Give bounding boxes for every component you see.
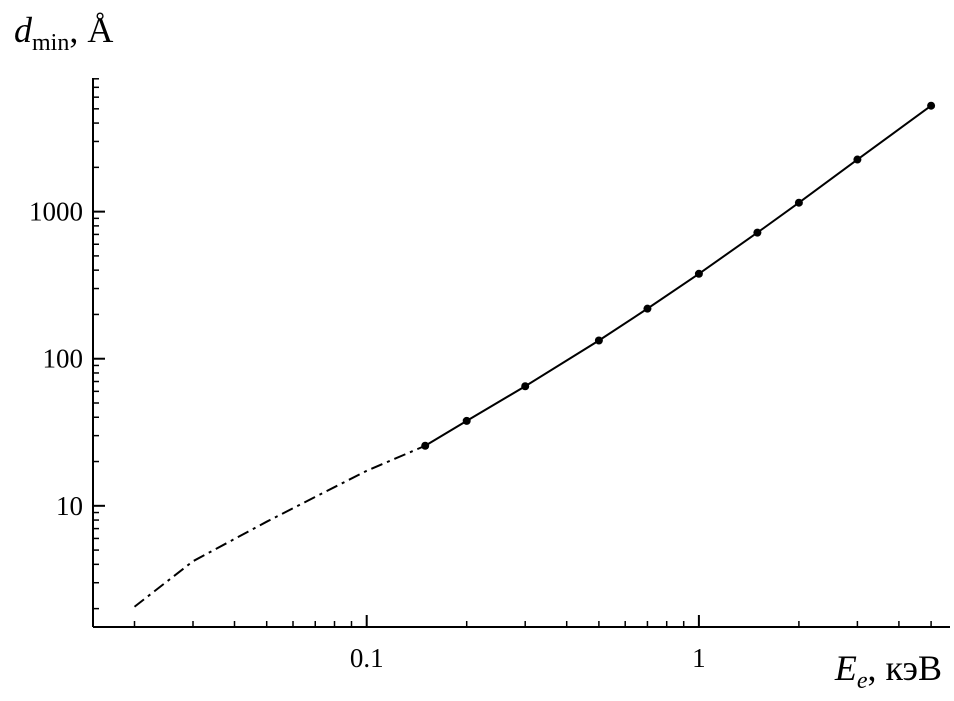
x-label-symbol: E <box>834 648 857 688</box>
y-label-symbol: d <box>14 10 33 50</box>
y-axis-label: dmin, Å <box>14 10 113 56</box>
x-tick-label: 1 <box>692 643 706 673</box>
data-point <box>421 441 430 450</box>
data-point <box>594 336 603 345</box>
series-line <box>424 104 932 447</box>
x-tick-label: 0.1 <box>350 643 384 673</box>
data-point <box>753 228 762 237</box>
data-point <box>694 269 703 278</box>
data-point <box>927 101 936 110</box>
data-point <box>794 198 803 207</box>
y-tick-label: 10 <box>56 491 83 521</box>
y-tick-label: 100 <box>43 344 84 374</box>
y-label-subscript: min <box>32 30 69 56</box>
data-point <box>853 155 862 164</box>
series-line <box>133 444 426 608</box>
x-label-subscript: e <box>857 668 868 694</box>
data-point <box>643 304 652 313</box>
y-label-unit: , Å <box>69 10 113 50</box>
data-point <box>521 382 530 391</box>
data-point <box>462 416 471 425</box>
x-axis-label: Ee, кэВ <box>834 648 942 694</box>
x-label-unit: , кэВ <box>868 648 942 688</box>
y-tick-label: 1000 <box>29 197 83 227</box>
